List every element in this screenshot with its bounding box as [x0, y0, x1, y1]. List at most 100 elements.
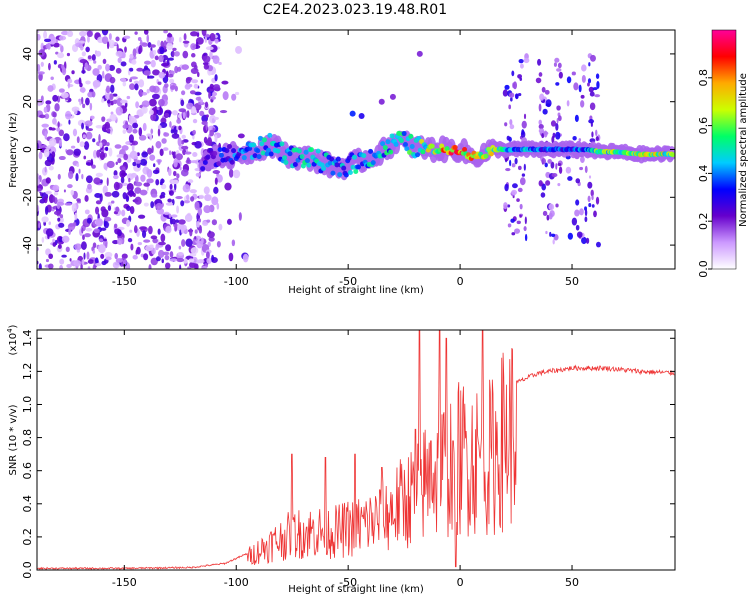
spectrogram-noise-blob [99, 238, 104, 242]
spectrogram-signal-blob [380, 141, 386, 147]
spectrogram-noise-blob [74, 212, 78, 221]
spectrogram-burst-blob [571, 217, 578, 226]
spectrogram-burst-blob [588, 62, 591, 67]
spectrogram-burst-blob [504, 122, 508, 127]
spectrogram-noise-blob [195, 41, 199, 49]
spectrogram-burst-blob [579, 208, 584, 216]
spectrogram-noise-blob [115, 106, 123, 116]
spectrogram-noise-blob [190, 43, 197, 51]
spectrogram-noise-blob [64, 202, 73, 206]
spectrogram-noise-blob [211, 219, 218, 226]
spectrogram-noise-blob [156, 106, 161, 111]
spectrogram-noise-blob [117, 57, 122, 64]
spectrogram-noise-blob [181, 140, 185, 145]
spectrogram-noise-blob [164, 112, 170, 118]
spectrogram-noise-blob [84, 194, 89, 202]
spectrogram-noise-blob [123, 35, 131, 40]
spectrogram-noise-blob [214, 134, 218, 144]
spectrogram-noise-blob [45, 258, 50, 263]
spectrogram-noise-blob [113, 170, 118, 177]
spectrogram-side-feature [358, 113, 365, 120]
spectrogram-noise-blob [143, 65, 149, 70]
spectrogram-burst-blob [506, 135, 511, 141]
spectrogram-noise-blob [38, 151, 43, 160]
spectrogram-noise-blob [135, 101, 140, 109]
spectrogram-burst-blob [595, 73, 600, 79]
spectrogram-noise-blob [115, 161, 118, 165]
spectrogram-noise-blob [126, 205, 131, 212]
spectrogram-noise-blob [52, 195, 56, 203]
spectrogram-noise-blob [38, 49, 45, 57]
spectrogram-noise-blob [192, 152, 198, 157]
spectrogram-noise-blob [181, 90, 186, 96]
spectrogram-noise-blob [103, 216, 112, 222]
spectrogram-noise-blob [189, 90, 196, 95]
spectrogram-noise-blob [45, 248, 51, 256]
snr-frame [36, 329, 676, 571]
spectrogram-signal-blob [296, 148, 302, 154]
spectrogram-burst-blob [555, 203, 559, 208]
spectrogram-noise-blob [189, 189, 197, 194]
spectrogram-burst-blob [554, 57, 560, 63]
spectrogram-noise-blob [158, 71, 166, 79]
spectrogram-noise-blob [137, 214, 146, 219]
spectrogram-burst-blob [595, 136, 599, 142]
spectrogram-noise-blob [52, 238, 55, 244]
spectrogram-y-tick-label: -40 [21, 236, 34, 254]
spectrogram-noise-blob [134, 181, 143, 187]
spectrogram-burst-blob [511, 189, 518, 195]
spectrogram-noise-blob [99, 142, 103, 148]
spectrogram-panel: -150 -100 -50 0 50 -40 -20 0 20 40 Height of str… [8, 29, 676, 296]
spectrogram-noise-blob [205, 46, 214, 51]
snr-y-tick-label: 1.2 [21, 363, 34, 381]
spectrogram-noise-blob [209, 129, 215, 137]
spectrogram-noise-blob [179, 224, 187, 231]
spectrogram-noise-blob [128, 115, 132, 119]
spectrogram-noise-blob [160, 117, 167, 124]
spectrogram-noise-blob [131, 140, 139, 146]
spectrogram-noise-blob [142, 122, 147, 132]
spectrogram-noise-blob [141, 91, 148, 96]
spectrogram-noise-blob [200, 99, 203, 104]
spectrogram-burst-blob [508, 104, 512, 110]
spectrogram-noise-blob [186, 157, 190, 164]
spectrogram-burst-blob [580, 100, 585, 108]
spectrogram-noise-blob [115, 50, 124, 57]
spectrogram-signal-blob [382, 145, 388, 151]
spectrogram-noise-blob [112, 93, 118, 97]
spectrogram-signal-blob [304, 158, 310, 164]
spectrogram-noise-blob [81, 259, 85, 266]
spectrogram-noise-blob [181, 145, 189, 150]
spectrogram-burst-blob [511, 232, 516, 236]
snr-y-tick-label: 0.2 [21, 528, 34, 546]
spectrogram-signal-blob [217, 147, 223, 153]
spectrogram-burst-blob [504, 183, 509, 192]
spectrogram-noise-blob [95, 262, 102, 267]
spectrogram-noise-blob [121, 209, 126, 217]
spectrogram-burst-blob [521, 173, 526, 177]
spectrogram-noise-blob [129, 67, 134, 72]
spectrogram-noise-blob [169, 183, 173, 191]
spectrogram-noise-blob [195, 96, 202, 101]
spectrogram-noise-blob [76, 163, 80, 168]
spectrogram-noise-blob [59, 264, 63, 269]
spectrogram-noise-blob [56, 127, 61, 132]
spectrogram-burst-blob [548, 203, 555, 211]
spectrogram-burst-blob [578, 138, 582, 142]
spectrogram-burst-blob [588, 175, 592, 179]
spectrogram-noise-blob [96, 149, 101, 158]
spectrogram-y-tick-label: 20 [21, 95, 34, 109]
spectrogram-noise-blob [104, 251, 113, 259]
spectrogram-noise-blob [115, 36, 120, 42]
spectrogram-burst-blob [550, 120, 557, 127]
spectrogram-noise-blob [160, 40, 164, 48]
spectrogram-burst-blob [558, 166, 563, 174]
spectrogram-burst-blob [510, 97, 513, 102]
spectrogram-noise-blob [194, 235, 197, 240]
spectrogram-noise-blob [164, 254, 170, 261]
spectrogram-y-tick-label: 0 [21, 146, 34, 153]
spectrogram-noise-blob [153, 49, 157, 56]
spectrogram-noise-blob [149, 244, 154, 249]
spectrogram-noise-blob [103, 221, 109, 229]
spectrogram-burst-blob [523, 226, 527, 232]
